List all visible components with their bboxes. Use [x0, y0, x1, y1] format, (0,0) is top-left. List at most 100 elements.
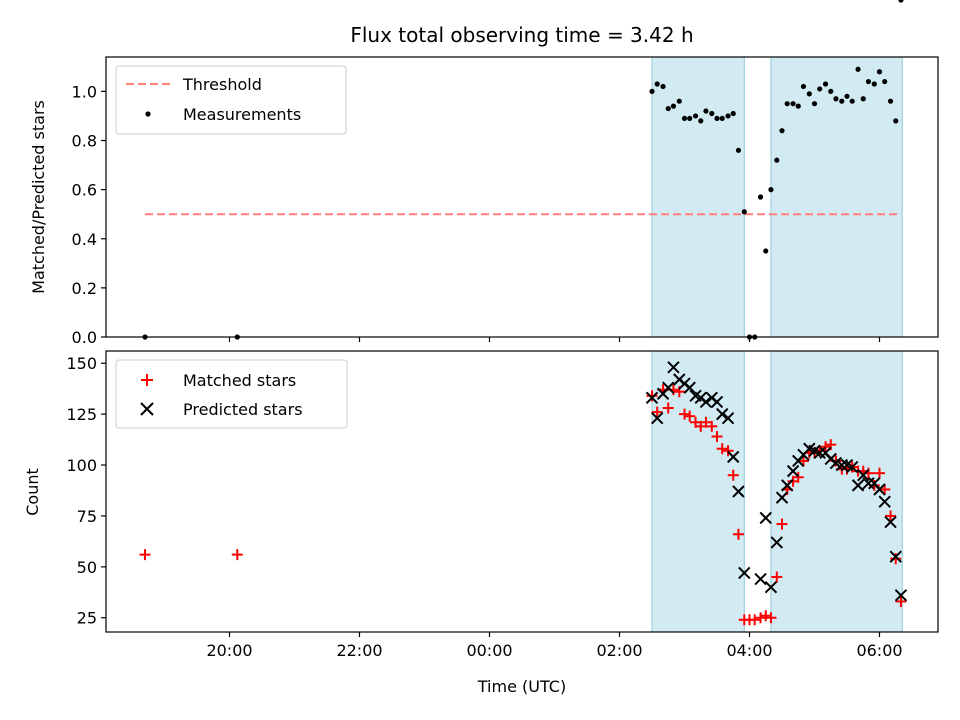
predicted-star-point: [715, 407, 729, 421]
top-ytick-label: 0.6: [72, 181, 97, 200]
measurement-point: [790, 101, 796, 107]
measurement-point: [768, 187, 774, 193]
matched-star-point: [879, 483, 891, 495]
measurement-point: [871, 81, 877, 87]
predicted-star-point: [862, 477, 875, 490]
bottom-xtick-label: 06:00: [856, 641, 902, 660]
matched-star-point: [890, 553, 902, 565]
predicted-star-point: [759, 511, 772, 525]
predicted-star-point: [851, 479, 865, 492]
legend-threshold-label: Threshold: [182, 75, 262, 94]
top-y-ticks: 0.0 0.2 0.4 0.6 0.8 1.0: [72, 82, 106, 347]
top-ytick-label: 0.0: [72, 328, 97, 347]
measurement-point: [660, 83, 666, 90]
top-legend: Threshold Measurements: [115, 65, 347, 135]
matched-star-point: [755, 612, 767, 624]
predicted-star-point: [721, 411, 735, 425]
matched-star-point: [895, 595, 907, 607]
measurement-point: [692, 113, 699, 119]
measurement-point: [833, 96, 839, 102]
measurement-point: [757, 194, 764, 200]
measurement-point: [784, 101, 790, 107]
matched-star-point: [885, 510, 897, 522]
measurement-point: [828, 88, 834, 94]
matched-star-point: [700, 416, 712, 428]
matched-star-point: [684, 410, 696, 422]
predicted-star-point: [662, 381, 675, 394]
bottom-ytick-label: 50: [77, 558, 97, 577]
measurement-point: [681, 115, 688, 122]
measurement-point: [876, 69, 883, 75]
matched-star-point: [874, 467, 885, 479]
predicted-star-point: [754, 572, 767, 586]
measurement-point: [800, 83, 807, 90]
measurement-point: [817, 86, 823, 92]
measurement-point: [676, 98, 682, 104]
matched-star-point: [231, 549, 243, 561]
bottom-xtick-label: 22:00: [336, 641, 382, 660]
top-y-axis-label: Matched/Predicted stars: [29, 100, 48, 294]
measurement-point: [763, 248, 769, 254]
measurement-point: [774, 157, 780, 163]
measurement-point: [849, 98, 855, 104]
measurement-point: [670, 103, 677, 109]
matched-star-point: [732, 528, 744, 540]
measurement-point: [882, 78, 888, 85]
matched-star-point: [679, 408, 690, 420]
predicted-star-point: [645, 391, 659, 405]
measurement-point: [735, 147, 742, 153]
predicted-star-point: [775, 491, 789, 504]
bottom-ytick-label: 125: [66, 405, 97, 424]
legend-predicted-label: Predicted stars: [183, 400, 303, 419]
measurement-point: [714, 115, 720, 122]
predicted-star-point: [699, 395, 713, 409]
measurement-point: [844, 93, 850, 99]
measurement-point: [887, 98, 894, 104]
measurement-point: [725, 113, 731, 119]
bottom-ytick-label: 150: [66, 354, 97, 373]
top-legend-box: [115, 65, 347, 135]
top-x-ticks: [228, 337, 881, 342]
bottom-y-axis-label: Count: [23, 468, 42, 516]
legend-matched-label: Matched stars: [183, 371, 296, 390]
predicted-stars-points: [645, 361, 908, 602]
measurement-point: [865, 78, 872, 85]
bottom-ytick-label: 25: [77, 609, 97, 628]
matched-star-point: [711, 431, 723, 443]
measurement-point: [654, 81, 660, 87]
measurement-point: [719, 115, 725, 122]
chart-title: Flux total observing time = 3.42 h: [350, 23, 693, 47]
predicted-star-point: [770, 536, 784, 549]
legend-measurements-label: Measurements: [183, 105, 301, 124]
measurement-point: [795, 103, 801, 109]
bottom-axes-frame: [105, 350, 939, 633]
matched-star-point: [662, 402, 674, 414]
top-ytick-label: 0.4: [72, 230, 97, 249]
bottom-xtick-label: 04:00: [726, 641, 772, 660]
matched-star-point: [792, 471, 804, 483]
bottom-x-ticks: 20:00 22:00 00:00 02:00 04:00 06:00: [206, 632, 903, 660]
matched-star-point: [760, 610, 772, 622]
top-shade-0: [651, 56, 745, 338]
measurement-point: [898, 0, 904, 3]
bottom-xtick-label: 20:00: [206, 641, 252, 660]
bottom-xtick-label: 00:00: [466, 641, 512, 660]
bottom-legend-box: [115, 359, 348, 429]
x-axis-label: Time (UTC): [477, 677, 566, 696]
measurement-point: [839, 98, 845, 104]
bottom-panel: 25 50 75 100 125 150 20:00 22:00 00:00 02:00 04:0…: [23, 350, 939, 696]
measurement-point: [806, 91, 812, 97]
matched-star-point: [139, 549, 151, 561]
predicted-star-point: [710, 395, 724, 409]
bottom-y-ticks: 25 50 75 100 125 150: [66, 354, 106, 628]
matched-star-point: [771, 571, 783, 583]
predicted-star-point: [835, 458, 849, 472]
matched-star-point: [651, 406, 663, 418]
top-panel: 0.0 0.2 0.4 0.6 0.8 1.0 Matched/Predicted sta…: [29, 0, 939, 347]
predicted-star-point: [813, 446, 826, 460]
measurement-point: [811, 101, 818, 107]
predicted-star-point: [683, 381, 696, 394]
matched-star-point: [749, 614, 761, 626]
predicted-star-point: [667, 361, 680, 374]
